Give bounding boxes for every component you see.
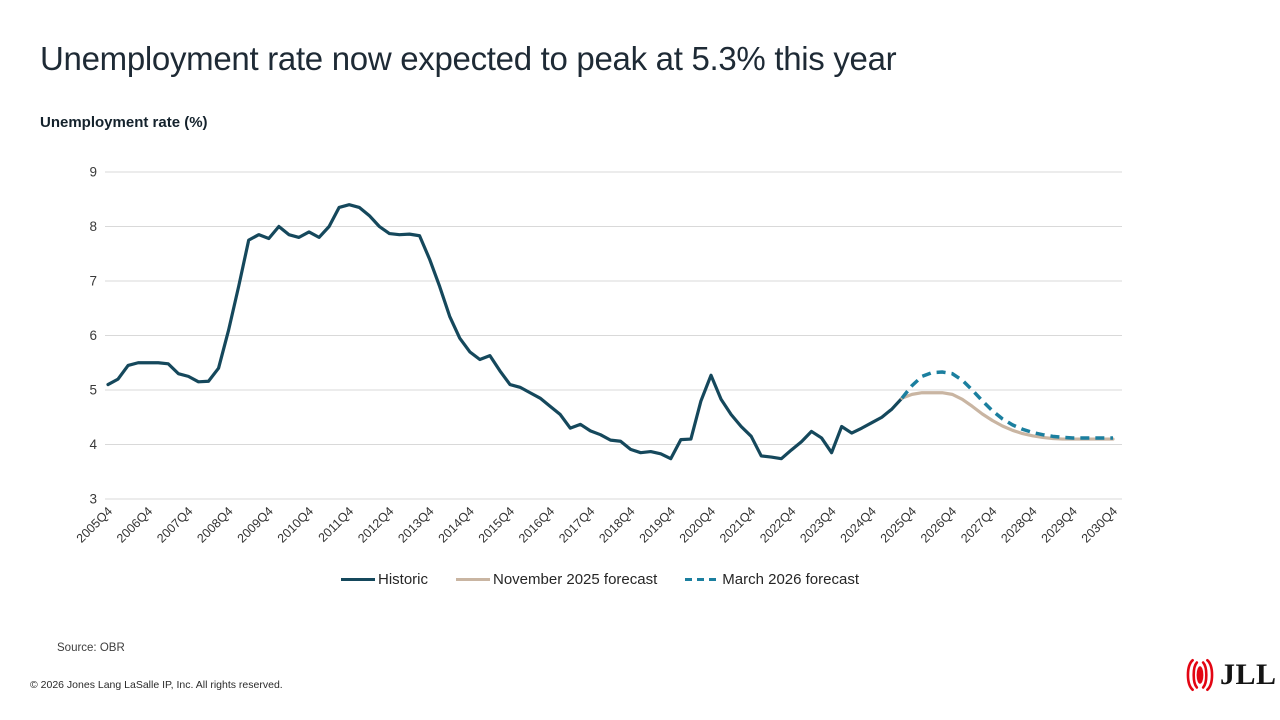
- x-axis-tick-label: 2007Q4: [154, 504, 195, 545]
- x-axis-tick-label: 2021Q4: [717, 504, 758, 545]
- x-axis-tick-label: 2014Q4: [436, 504, 477, 545]
- x-axis-tick-label: 2029Q4: [1039, 504, 1080, 545]
- legend-item-historic: Historic: [340, 571, 428, 588]
- x-axis-tick-label: 2025Q4: [878, 504, 919, 545]
- unemployment-line-chart: 34567892005Q42006Q42007Q42008Q42009Q4201…: [74, 165, 1122, 546]
- x-axis-tick-label: 2006Q4: [114, 504, 155, 545]
- legend-label: March 2026 forecast: [722, 571, 860, 588]
- x-axis-tick-label: 2016Q4: [516, 504, 557, 545]
- november-2025-forecast-line-swatch: [456, 578, 490, 581]
- y-axis-tick-label: 6: [89, 328, 97, 343]
- jll-logo: JLL: [1183, 655, 1277, 695]
- y-axis-tick-label: 3: [89, 492, 97, 507]
- x-axis-tick-label: 2009Q4: [235, 504, 276, 545]
- x-axis-tick-label: 2028Q4: [998, 504, 1039, 545]
- x-axis-tick-label: 2026Q4: [918, 504, 959, 545]
- jll-logo-mark-icon: [1186, 658, 1214, 692]
- y-axis-tick-label: 7: [89, 274, 97, 289]
- x-axis-tick-label: 2027Q4: [958, 504, 999, 545]
- x-axis-tick-label: 2015Q4: [476, 504, 517, 545]
- x-axis-tick-label: 2022Q4: [757, 504, 798, 545]
- x-axis-tick-label: 2019Q4: [637, 504, 678, 545]
- x-axis-tick-label: 2012Q4: [355, 504, 396, 545]
- november-2025-forecast-line: [900, 391, 1115, 441]
- historic-line-swatch: [340, 578, 375, 581]
- y-axis-tick-label: 8: [89, 219, 97, 234]
- legend-label: Historic: [377, 571, 428, 588]
- x-axis-tick-label: 2008Q4: [194, 504, 235, 545]
- x-axis-tick-label: 2017Q4: [556, 504, 597, 545]
- chart-legend: Historic November 2025 forecast March 20…: [60, 571, 1140, 588]
- legend-item-november-2025-forecast: November 2025 forecast: [456, 571, 657, 588]
- x-axis-tick-label: 2011Q4: [316, 504, 357, 545]
- jll-logo-text: JLL: [1220, 658, 1277, 691]
- y-axis-tick-label: 9: [89, 165, 97, 180]
- x-axis-tick-label: 2030Q4: [1079, 504, 1120, 545]
- y-axis-tick-label: 5: [89, 383, 97, 398]
- x-axis-tick-label: 2018Q4: [596, 504, 637, 545]
- y-axis-title: Unemployment rate (%): [40, 114, 208, 131]
- x-axis-tick-label: 2010Q4: [275, 504, 316, 545]
- march-2026-forecast-line-swatch: [685, 578, 720, 581]
- march-2026-forecast-line: [900, 370, 1113, 440]
- historic-line: [106, 203, 904, 461]
- legend-item-march-2026-forecast: March 2026 forecast: [685, 571, 859, 588]
- x-axis-tick-label: 2024Q4: [838, 504, 879, 545]
- x-axis-tick-label: 2023Q4: [797, 504, 838, 545]
- y-axis-tick-label: 4: [89, 437, 97, 452]
- legend-label: November 2025 forecast: [493, 571, 658, 588]
- copyright-note: © 2026 Jones Lang LaSalle IP, Inc. All r…: [30, 679, 283, 691]
- source-note: Source: OBR: [57, 642, 125, 654]
- x-axis-tick-label: 2013Q4: [395, 504, 436, 545]
- page-title: Unemployment rate now expected to peak a…: [40, 40, 897, 77]
- x-axis-tick-label: 2020Q4: [677, 504, 718, 545]
- x-axis-tick-label: 2005Q4: [74, 504, 115, 545]
